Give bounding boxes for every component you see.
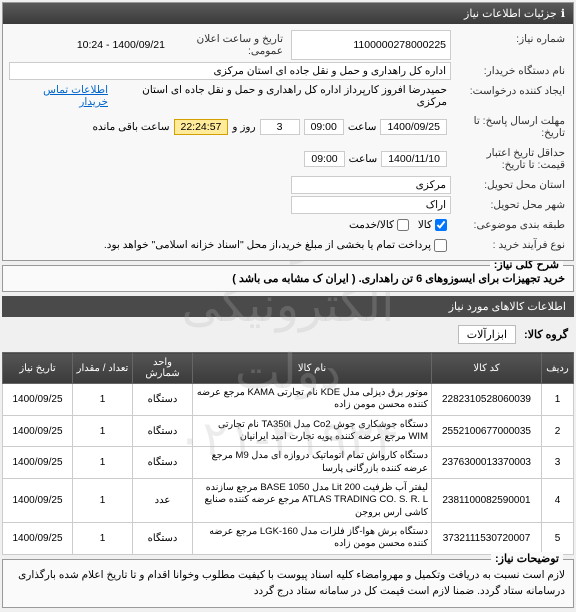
cell-qty: 1 [73,523,133,555]
validity-row: 1400/11/10 ساعت 09:00 [9,144,451,174]
need-no-label: شماره نیاز: [457,30,567,60]
time-label-2: ساعت [349,153,378,165]
city-label: شهر محل تحویل: [457,196,567,214]
notes-text: لازم است نسبت به دریافت وتکمیل و مهروامض… [11,568,565,600]
cell-code: 3732111530720007 [432,523,542,555]
th-code: کد کالا [432,353,542,384]
cell-code: 2381100082590001 [432,479,542,523]
cell-unit: دستگاه [133,415,193,447]
city-value: اراک [291,196,451,214]
table-header-row: ردیف کد کالا نام کالا واحد شمارش تعداد /… [3,353,574,384]
items-header: اطلاعات کالاهای مورد نیاز [2,296,574,317]
table-row: 32376300013370003دستگاه کارواش تمام اتوم… [3,447,574,479]
cell-idx: 3 [542,447,574,479]
cell-date: 1400/09/25 [3,523,73,555]
creator-value: حمیدرضا افروز کارپرداز اداره کل راهداری … [114,84,447,108]
main-panel: ℹ جزئیات اطلاعات نیاز شماره نیاز: 110000… [2,2,574,261]
days-box: 3 [260,119,300,135]
items-table: ردیف کد کالا نام کالا واحد شمارش تعداد /… [2,352,574,555]
creator-label: ایجاد کننده درخواست: [457,82,567,110]
deadline-label: مهلت ارسال پاسخ: تا تاریخ: [457,112,567,142]
deadline-date: 1400/09/25 [380,119,447,135]
th-date: تاریخ نیاز [3,353,73,384]
province-value: مرکزی [291,176,451,194]
info-icon: ℹ [561,7,565,20]
group-label: گروه کالا: [524,328,568,341]
cell-idx: 2 [542,415,574,447]
cell-date: 1400/09/25 [3,384,73,416]
remaining-label: ساعت باقی مانده [92,121,169,133]
process-label: نوع فرآیند خرید : [457,236,567,254]
process-text: پرداخت تمام یا بخشی از مبلغ خرید،از محل … [104,239,431,251]
time-label-1: ساعت [348,121,377,133]
cell-unit: عدد [133,479,193,523]
validity-date: 1400/11/10 [381,151,447,167]
checkbox-service-label: کالا/خدمت [349,219,394,231]
cell-code: 2282310528060039 [432,384,542,416]
cell-idx: 5 [542,523,574,555]
need-no-value: 1100000278000225 [291,30,451,60]
subject-checkboxes: کالا کالا/خدمت [9,216,451,234]
cell-name: لیفتر آب ظرفیت 200 Lit مدل BASE 1050 مرج… [193,479,432,523]
cell-qty: 1 [73,479,133,523]
province-label: استان محل تحویل: [457,176,567,194]
days-label: روز و [232,121,255,133]
cell-name: دستگاه جوشکاری جوش Co2 مدل TA350i نام تج… [193,415,432,447]
cell-name: دستگاه برش هوا-گاز فلزات مدل LGK-160 مرج… [193,523,432,555]
checkbox-product[interactable]: کالا [418,219,447,231]
cell-idx: 1 [542,384,574,416]
desc-text: خرید تجهیزات برای ایسوزوهای 6 تن راهداری… [11,272,565,285]
subject-label: طبقه بندی موضوعی: [457,216,567,234]
notes-legend: توضیحات نیاز: [491,552,563,565]
table-row: 22552100677000035دستگاه جوشکاری جوش Co2 … [3,415,574,447]
deadline-row: 1400/09/25 ساعت 09:00 3 روز و 22:24:57 س… [9,112,451,142]
table-row: 42381100082590001لیفتر آب ظرفیت 200 Lit … [3,479,574,523]
timer: 22:24:57 [174,119,229,135]
contact-link[interactable]: اطلاعات تماس خریدار [13,84,108,108]
cell-date: 1400/09/25 [3,479,73,523]
notes-section: توضیحات نیاز: لازم است نسبت به دریافت وت… [2,559,574,609]
th-unit: واحد شمارش [133,353,193,384]
checkbox-service[interactable]: کالا/خدمت [349,219,409,231]
panel-header: ℹ جزئیات اطلاعات نیاز [3,3,573,24]
th-qty: تعداد / مقدار [73,353,133,384]
cell-code: 2376300013370003 [432,447,542,479]
announce-value: 1400/09/21 - 10:24 [9,30,169,60]
cell-qty: 1 [73,447,133,479]
cell-date: 1400/09/25 [3,447,73,479]
checkbox-product-input[interactable] [435,219,447,231]
validity-label: حداقل تاریخ اعتبار قیمت: تا تاریخ: [457,144,567,174]
process-row: پرداخت تمام یا بخشی از مبلغ خرید،از محل … [9,236,451,254]
creator-row: حمیدرضا افروز کارپرداز اداره کل راهداری … [9,82,451,110]
checkbox-service-input[interactable] [397,219,409,231]
cell-qty: 1 [73,384,133,416]
buyer-value: اداره کل راهداری و حمل و نقل جاده ای است… [9,62,451,80]
cell-code: 2552100677000035 [432,415,542,447]
validity-time: 09:00 [304,151,344,167]
group-row: گروه کالا: ابزارآلات [0,319,576,350]
checkbox-product-label: کالا [418,219,432,231]
deadline-time: 09:00 [304,119,344,135]
cell-unit: دستگاه [133,447,193,479]
cell-unit: دستگاه [133,523,193,555]
form-grid: شماره نیاز: 1100000278000225 تاریخ و ساع… [3,24,573,260]
cell-name: دستگاه کارواش تمام اتوماتیک دروازه ای مد… [193,447,432,479]
cell-qty: 1 [73,415,133,447]
process-checkbox[interactable] [434,239,447,252]
buyer-label: نام دستگاه خریدار: [457,62,567,80]
desc-section: شرح کلی نیاز: خرید تجهیزات برای ایسوزوها… [2,265,574,292]
table-row: 12282310528060039موتور برق دیزلی مدل KDE… [3,384,574,416]
table-row: 53732111530720007دستگاه برش هوا-گاز فلزا… [3,523,574,555]
group-value: ابزارآلات [458,325,516,344]
cell-unit: دستگاه [133,384,193,416]
panel-title: جزئیات اطلاعات نیاز [464,7,557,20]
announce-label: تاریخ و ساعت اعلان عمومی: [175,30,285,60]
cell-date: 1400/09/25 [3,415,73,447]
cell-idx: 4 [542,479,574,523]
th-idx: ردیف [542,353,574,384]
th-name: نام کالا [193,353,432,384]
cell-name: موتور برق دیزلی مدل KDE نام تجارتی KAMA … [193,384,432,416]
